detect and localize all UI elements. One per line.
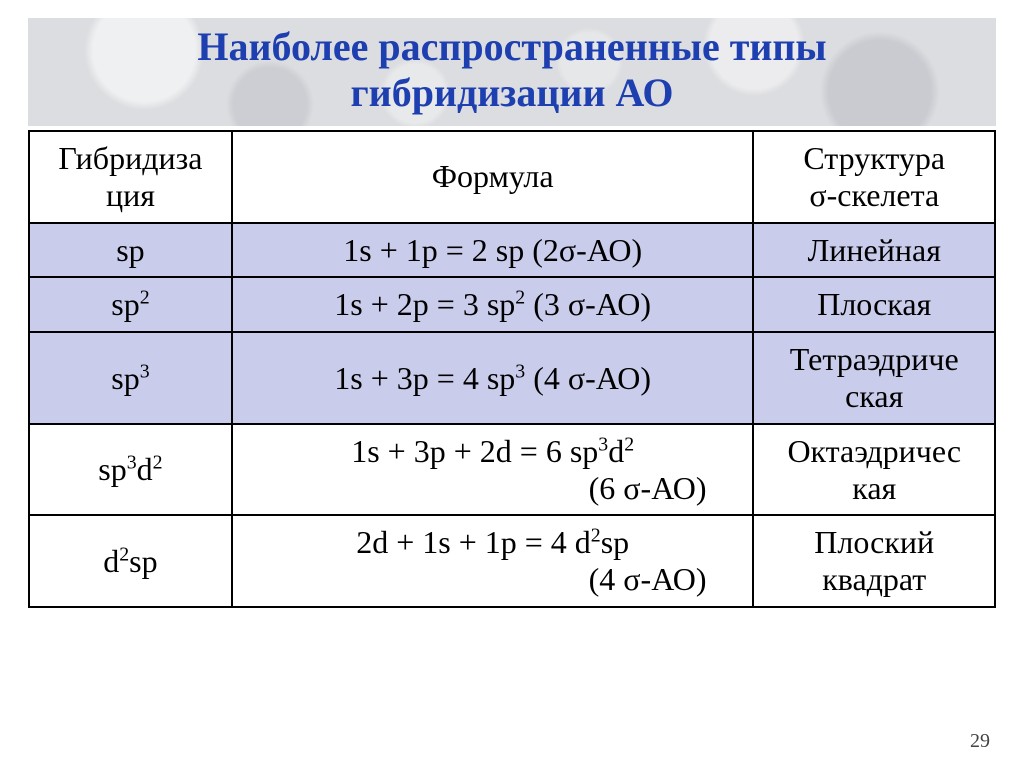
cell-hyb: sp — [29, 223, 232, 278]
cell-structure: Линейная — [753, 223, 995, 278]
table-row: sp 1s + 1p = 2 sp (2σ-АО) Линейная — [29, 223, 995, 278]
cell-formula: 1s + 3p + 2d = 6 sp3d2 (6 σ-АО) — [232, 424, 754, 516]
hybridization-table: Гибридиза ция Формула Структура σ-скелет… — [28, 130, 996, 608]
cell-structure: Тетраэдриче ская — [753, 332, 995, 424]
cell-structure: Плоский квадрат — [753, 515, 995, 607]
title-line-2: гибридизации АО — [350, 70, 673, 115]
title-band: Наиболее распространенные типы гибридиза… — [28, 18, 996, 126]
table-row: sp3d2 1s + 3p + 2d = 6 sp3d2 (6 σ-АО) Ок… — [29, 424, 995, 516]
cell-formula: 2d + 1s + 1p = 4 d2sp (4 σ-АО) — [232, 515, 754, 607]
slide-number: 29 — [970, 730, 990, 753]
header-structure: Структура σ-скелета — [753, 131, 995, 223]
header-formula: Формула — [232, 131, 754, 223]
cell-hyb: d2sp — [29, 515, 232, 607]
cell-hyb: sp3 — [29, 332, 232, 424]
table-row: sp3 1s + 3p = 4 sp3 (4 σ-АО) Тетраэдриче… — [29, 332, 995, 424]
cell-hyb: sp2 — [29, 277, 232, 332]
slide-title: Наиболее распространенные типы гибридиза… — [38, 24, 986, 116]
cell-structure: Плоская — [753, 277, 995, 332]
cell-structure: Октаэдричес кая — [753, 424, 995, 516]
slide: Наиболее распространенные типы гибридиза… — [0, 0, 1024, 767]
cell-formula: 1s + 1p = 2 sp (2σ-АО) — [232, 223, 754, 278]
cell-formula: 1s + 2p = 3 sp2 (3 σ-АО) — [232, 277, 754, 332]
cell-hyb: sp3d2 — [29, 424, 232, 516]
cell-formula: 1s + 3p = 4 sp3 (4 σ-АО) — [232, 332, 754, 424]
title-line-1: Наиболее распространенные типы — [197, 24, 826, 69]
table-row: sp2 1s + 2p = 3 sp2 (3 σ-АО) Плоская — [29, 277, 995, 332]
table-header-row: Гибридиза ция Формула Структура σ-скелет… — [29, 131, 995, 223]
table-row: d2sp 2d + 1s + 1p = 4 d2sp (4 σ-АО) Плос… — [29, 515, 995, 607]
header-hybridization: Гибридиза ция — [29, 131, 232, 223]
